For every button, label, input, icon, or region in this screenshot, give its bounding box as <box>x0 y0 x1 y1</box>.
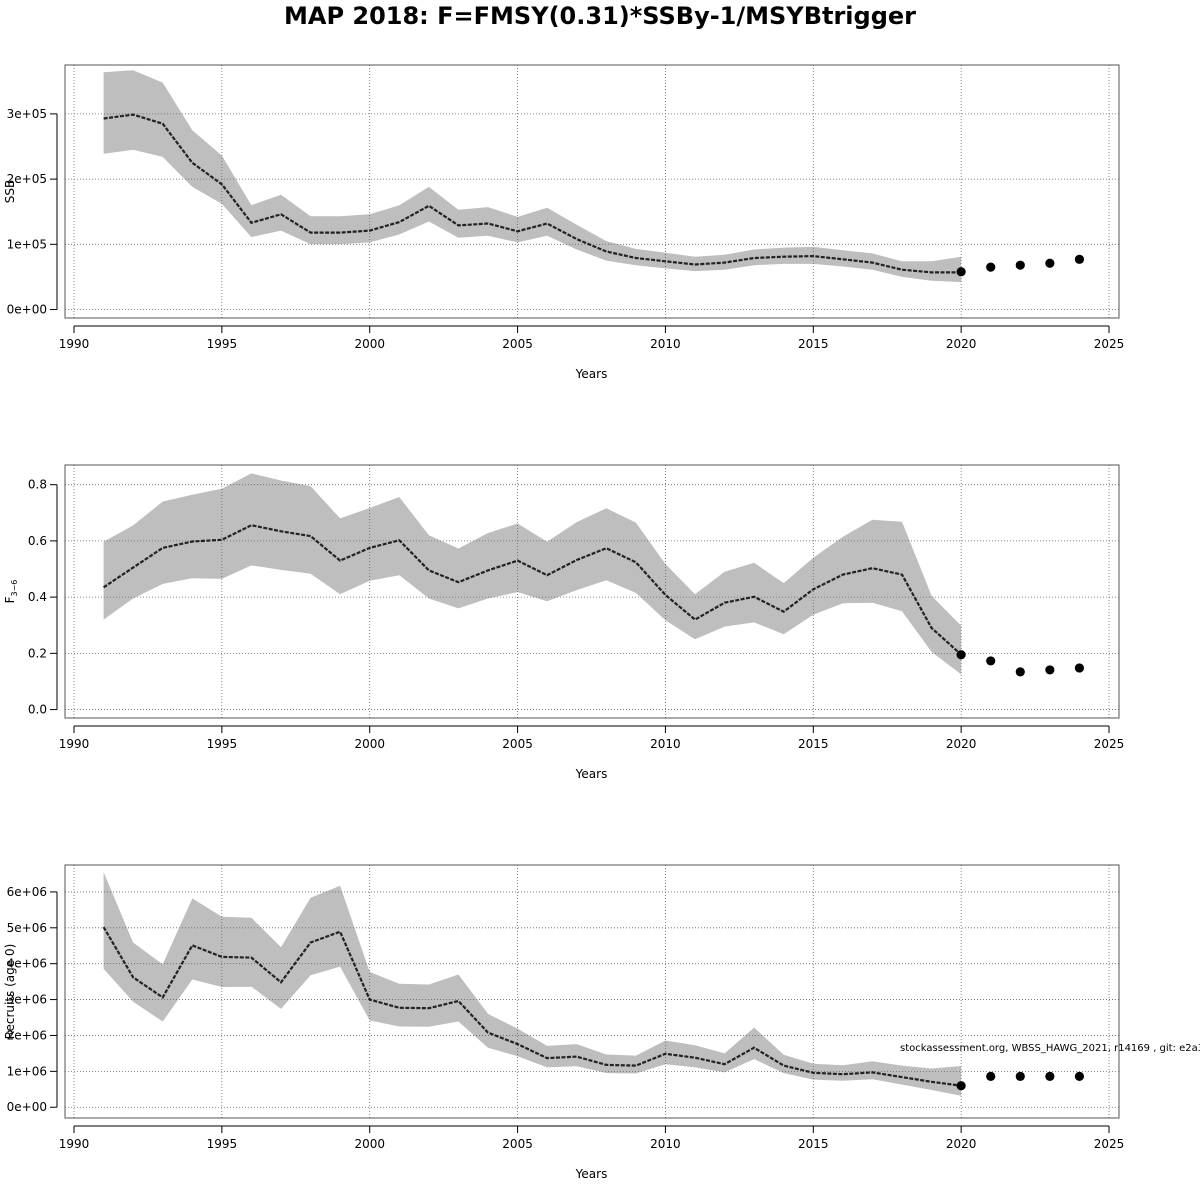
y-tick-label: 1e+05 <box>7 237 47 251</box>
y-tick-label: 4e+06 <box>7 957 47 971</box>
x-tick-label: 2010 <box>650 737 681 751</box>
y-tick-label: 0e+00 <box>7 303 47 317</box>
y-axis-label: Recruits (age 0) <box>3 944 17 1040</box>
confidence-band <box>103 872 962 1096</box>
x-tick-label: 2010 <box>650 1137 681 1151</box>
y-tick-label: 0.0 <box>28 703 47 717</box>
x-tick-label: 2020 <box>946 737 977 751</box>
projection-point <box>986 1071 996 1081</box>
x-tick-label: 2000 <box>354 337 385 351</box>
projection-point <box>1015 1071 1025 1081</box>
y-tick-label: 5e+06 <box>7 921 47 935</box>
confidence-band <box>103 473 962 675</box>
x-tick-label: 1990 <box>59 337 90 351</box>
estimate-line <box>102 926 962 1087</box>
x-tick-label: 2005 <box>502 337 533 351</box>
projection-point <box>956 1081 966 1091</box>
chart-title: MAP 2018: F=FMSY(0.31)*SSBy-1/MSYBtrigge… <box>283 2 916 30</box>
plot-frame <box>64 464 1120 719</box>
panel-recruits: 1990 1995 2000 2005 2010 2015 2020 2025 Years 0e+… <box>3 864 1125 1181</box>
x-tick-label: 2020 <box>946 337 977 351</box>
x-tick-label: 1990 <box>59 737 90 751</box>
x-tick-label: 2025 <box>1094 337 1125 351</box>
x-tick-label: 2025 <box>1094 737 1125 751</box>
x-tick-label: 2010 <box>650 337 681 351</box>
x-tick-label: 1995 <box>207 737 238 751</box>
projection-point <box>1045 1071 1055 1081</box>
x-tick-label: 2015 <box>798 337 829 351</box>
projection-point <box>986 262 996 272</box>
y-tick-label: 2e+05 <box>7 172 47 186</box>
projection-point <box>956 267 966 277</box>
y-tick-label: 0.8 <box>28 478 47 492</box>
x-tick-label: 1995 <box>207 1137 238 1151</box>
y-tick-label: 3e+06 <box>7 993 47 1007</box>
x-tick-label: 2005 <box>502 1137 533 1151</box>
y-axis-label: SSB <box>3 180 17 203</box>
projection-point <box>1074 663 1085 673</box>
projection-point <box>986 656 996 666</box>
plot-frame <box>64 64 1120 319</box>
x-tick-label: 2015 <box>798 1137 829 1151</box>
x-tick-label: 2005 <box>502 737 533 751</box>
panel-ssb: 1990 1995 2000 2005 2010 2015 2020 2025 Years 0e+… <box>3 64 1125 381</box>
plot-frame <box>64 864 1120 1119</box>
confidence-band <box>103 70 962 283</box>
x-tick-label: 2000 <box>354 1137 385 1151</box>
x-tick-label: 2020 <box>946 1137 977 1151</box>
y-axis-label: F3−6 <box>3 580 19 604</box>
x-tick-label: 1995 <box>207 337 238 351</box>
y-tick-label: 3e+05 <box>7 107 47 121</box>
x-tick-label: 1990 <box>59 1137 90 1151</box>
x-tick-label: 2025 <box>1094 1137 1125 1151</box>
x-tick-label: 2000 <box>354 737 385 751</box>
y-tick-label: 6e+06 <box>7 885 47 899</box>
y-tick-label: 0.6 <box>28 534 47 548</box>
projection-point <box>1074 254 1085 264</box>
y-tick-label: 0e+00 <box>7 1100 47 1114</box>
projection-point <box>1074 1071 1085 1081</box>
y-tick-label: 0.2 <box>28 646 47 660</box>
estimate-line <box>102 524 962 656</box>
estimate-line <box>103 113 962 274</box>
x-axis-label: Years <box>575 367 608 381</box>
projection-point <box>1045 665 1055 675</box>
projection-point <box>1015 667 1025 677</box>
projection-point <box>956 650 966 660</box>
footnote: stockassessment.org, WBSS_HAWG_2021, r14… <box>900 1043 1200 1054</box>
projection-point <box>1015 260 1025 270</box>
x-axis-label: Years <box>575 1167 608 1181</box>
x-axis-label: Years <box>575 767 608 781</box>
projection-point <box>1045 258 1055 268</box>
panel-f: 1990 1995 2000 2005 2010 2015 2020 2025 Years 0.0… <box>3 464 1125 781</box>
x-tick-label: 2015 <box>798 737 829 751</box>
y-tick-label: 0.4 <box>28 590 47 604</box>
y-tick-label: 1e+06 <box>7 1064 47 1078</box>
y-tick-label: 2e+06 <box>7 1028 47 1042</box>
